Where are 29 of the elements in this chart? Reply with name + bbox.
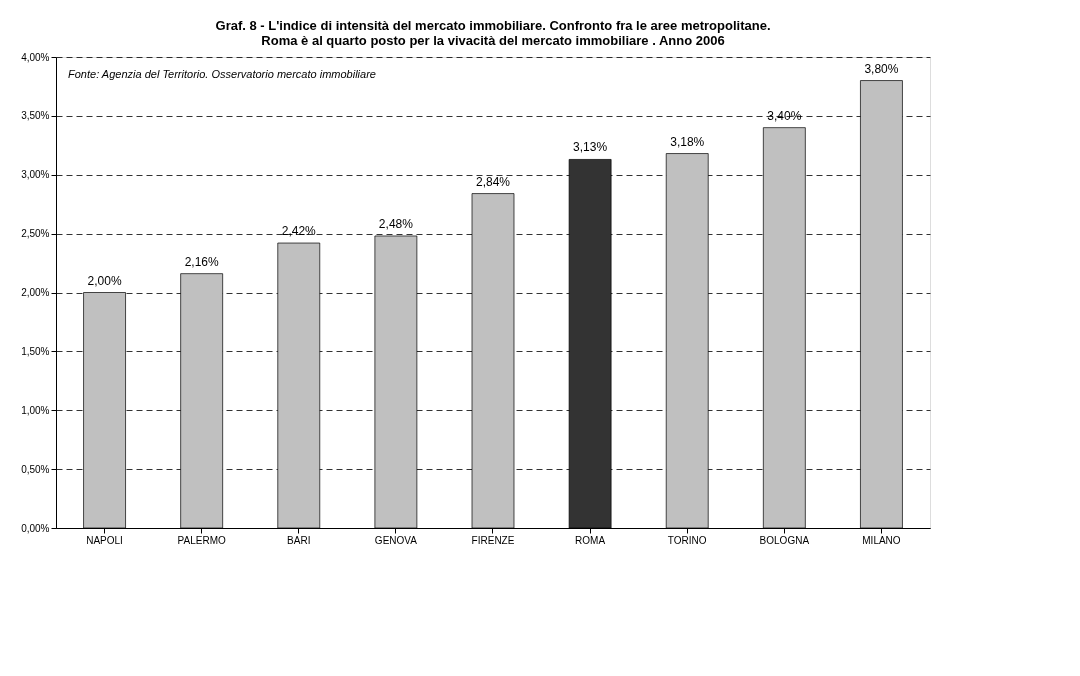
y-tick-label: 0,50%	[21, 463, 50, 475]
y-tick-label: 3,00%	[21, 169, 50, 181]
annotation: Fonte: Agenzia del Territorio. Osservatorio mercato immobiliare	[68, 68, 376, 80]
x-tick-label: GENOVA	[374, 534, 418, 546]
y-tick-label: 2,50%	[21, 228, 50, 240]
data-label: 3,18%	[670, 134, 705, 149]
x-tick-label: FIRENZE	[471, 534, 515, 546]
x-tick-label: ROMA	[575, 534, 606, 546]
x-tick-label: BOLOGNA	[759, 534, 810, 546]
chart-title: Graf. 8 - L'indice di intensità del mercato immobiliare. Confronto fra le aree metropolitane. Roma è al quarto posto per la vivacità del mercato immobiliare . Anno 2006	[215, 18, 771, 48]
y-tick-label: 2,00%	[21, 287, 50, 298]
x-tick-label: BARI	[287, 534, 311, 546]
data-label: 3,80%	[864, 61, 899, 76]
y-tick-label: 1,00%	[21, 404, 50, 416]
x-tick-label: NAPOLI	[86, 534, 123, 546]
x-tick-label: PALERMO	[177, 534, 226, 546]
data-label: 2,00%	[87, 273, 122, 288]
y-tick-label: 0,00%	[21, 522, 50, 534]
data-label: 3,13%	[573, 140, 608, 155]
x-tick-label: MILANO	[862, 534, 901, 546]
data-label: 2,16%	[184, 254, 220, 269]
data-label: 2,84%	[475, 174, 511, 189]
y-tick-label: 4,00%	[21, 51, 50, 63]
x-tick-label: TORINO	[667, 534, 707, 546]
data-label: 3,40%	[767, 108, 802, 123]
y-tick-label: 3,50%	[21, 110, 50, 122]
y-tick-label: 1,50%	[21, 345, 50, 357]
data-label: 2,42%	[281, 224, 317, 239]
data-label: 2,48%	[378, 216, 414, 231]
